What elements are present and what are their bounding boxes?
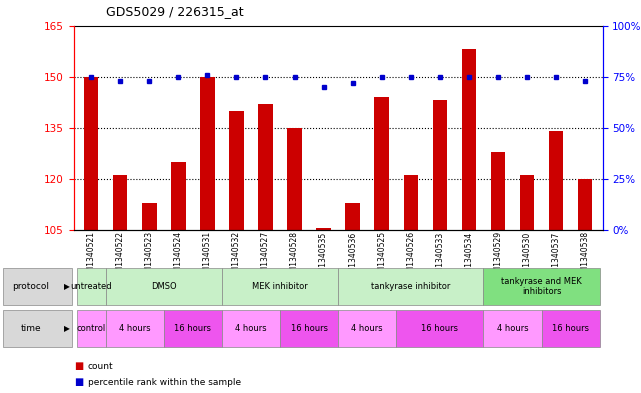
Bar — [287, 128, 302, 230]
Text: protocol: protocol — [13, 282, 49, 291]
Bar — [113, 175, 128, 230]
Bar — [258, 104, 273, 230]
Text: ■: ■ — [74, 362, 83, 371]
Text: DMSO: DMSO — [151, 282, 177, 291]
Bar — [171, 162, 186, 230]
Text: 4 hours: 4 hours — [497, 324, 528, 333]
Bar — [403, 175, 418, 230]
Text: ▶: ▶ — [63, 324, 70, 333]
Text: count: count — [88, 362, 113, 371]
Bar — [345, 203, 360, 230]
Bar — [433, 101, 447, 230]
Text: MEK inhibitor: MEK inhibitor — [252, 282, 308, 291]
Text: 4 hours: 4 hours — [119, 324, 151, 333]
Text: 16 hours: 16 hours — [174, 324, 212, 333]
Bar — [549, 131, 563, 230]
Text: ▶: ▶ — [63, 282, 70, 291]
Bar — [142, 203, 156, 230]
Bar — [84, 77, 99, 230]
Text: control: control — [76, 324, 106, 333]
Text: 16 hours: 16 hours — [290, 324, 328, 333]
Text: GDS5029 / 226315_at: GDS5029 / 226315_at — [106, 5, 244, 18]
Bar — [490, 152, 505, 230]
Text: 16 hours: 16 hours — [552, 324, 589, 333]
Text: untreated: untreated — [71, 282, 112, 291]
Bar — [317, 228, 331, 230]
Bar — [229, 111, 244, 230]
Text: ■: ■ — [74, 377, 83, 387]
Text: percentile rank within the sample: percentile rank within the sample — [88, 378, 241, 387]
Bar — [374, 97, 389, 230]
Text: time: time — [21, 324, 42, 333]
Text: 4 hours: 4 hours — [351, 324, 383, 333]
Bar — [200, 77, 215, 230]
Bar — [462, 50, 476, 230]
Bar — [520, 175, 534, 230]
Text: tankyrase inhibitor: tankyrase inhibitor — [371, 282, 451, 291]
Text: 16 hours: 16 hours — [421, 324, 458, 333]
Bar — [578, 179, 592, 230]
Text: tankyrase and MEK
inhibitors: tankyrase and MEK inhibitors — [501, 277, 582, 296]
Text: 4 hours: 4 hours — [235, 324, 267, 333]
